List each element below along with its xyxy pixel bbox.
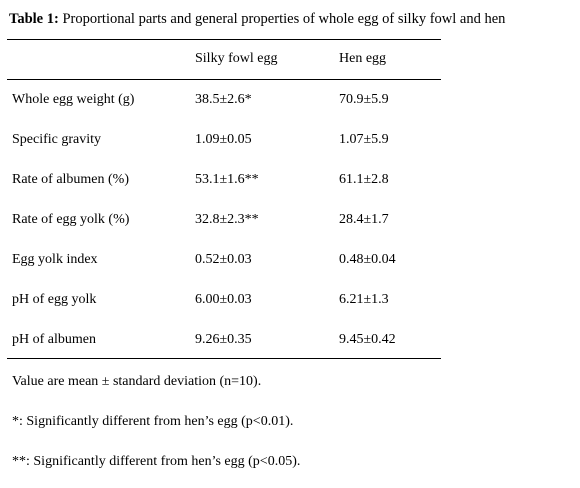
silky-value-cell: 38.5±2.6* [195, 92, 252, 107]
table-caption: Table 1: Proportional parts and general … [9, 11, 505, 28]
property-cell: pH of egg yolk [12, 292, 97, 307]
hen-value-cell: 0.48±0.04 [339, 252, 396, 267]
table-row: pH of albumen 9.26±0.35 9.45±0.42 [0, 332, 580, 352]
hen-value-cell: 9.45±0.42 [339, 332, 396, 347]
property-cell: Rate of albumen (%) [12, 172, 130, 187]
table-row: pH of egg yolk 6.00±0.03 6.21±1.3 [0, 292, 580, 312]
hen-value-cell: 61.1±2.8 [339, 172, 389, 187]
footnote-single-asterisk: *: Significantly different from hen’s eg… [12, 414, 294, 429]
silky-value-cell: 9.26±0.35 [195, 332, 252, 347]
silky-value-cell: 32.8±2.3** [195, 212, 259, 227]
table-row: Rate of albumen (%) 53.1±1.6** 61.1±2.8 [0, 172, 580, 192]
silky-value-cell: 0.52±0.03 [195, 252, 252, 267]
table-row: Rate of egg yolk (%) 32.8±2.3** 28.4±1.7 [0, 212, 580, 232]
hen-value-cell: 6.21±1.3 [339, 292, 389, 307]
hen-value-cell: 1.07±5.9 [339, 132, 389, 147]
silky-value-cell: 53.1±1.6** [195, 172, 259, 187]
hen-value-cell: 28.4±1.7 [339, 212, 389, 227]
column-header-silky-fowl-egg: Silky fowl egg [195, 51, 278, 66]
table-top-rule [7, 39, 441, 40]
footnote-double-asterisk: **: Significantly different from hen’s e… [12, 454, 301, 469]
table-bottom-rule [7, 358, 441, 359]
table-caption-text: Proportional parts and general propertie… [58, 11, 506, 27]
table-row: Egg yolk index 0.52±0.03 0.48±0.04 [0, 252, 580, 272]
property-cell: pH of albumen [12, 332, 96, 347]
property-cell: Whole egg weight (g) [12, 92, 135, 107]
column-header-hen-egg: Hen egg [339, 51, 387, 66]
silky-value-cell: 1.09±0.05 [195, 132, 252, 147]
property-cell: Specific gravity [12, 132, 102, 147]
property-cell: Egg yolk index [12, 252, 98, 267]
property-cell: Rate of egg yolk (%) [12, 212, 130, 227]
silky-value-cell: 6.00±0.03 [195, 292, 252, 307]
table-header-rule [7, 79, 441, 80]
hen-value-cell: 70.9±5.9 [339, 92, 389, 107]
table-row: Whole egg weight (g) 38.5±2.6* 70.9±5.9 [0, 92, 580, 112]
table-caption-label: Table 1: [9, 11, 59, 27]
table-row: Specific gravity 1.09±0.05 1.07±5.9 [0, 132, 580, 152]
footnote-mean-sd: Value are mean ± standard deviation (n=1… [12, 374, 262, 389]
